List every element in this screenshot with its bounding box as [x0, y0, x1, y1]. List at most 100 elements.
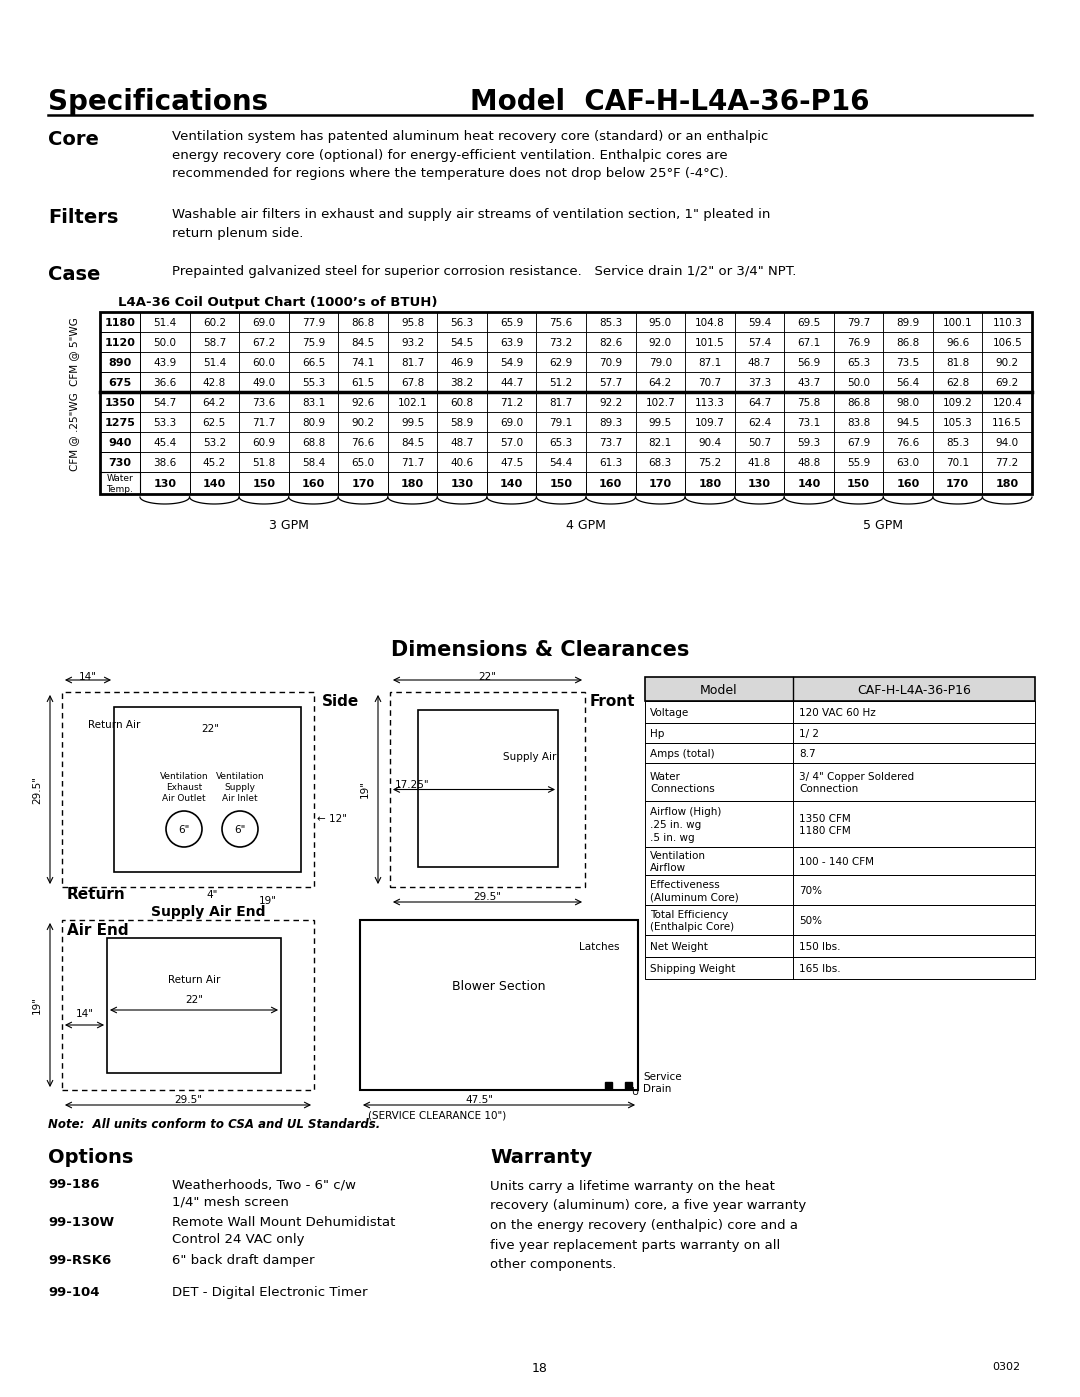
Bar — [338, 453, 388, 472]
Bar — [734, 432, 784, 453]
Bar — [685, 332, 734, 352]
Bar — [685, 312, 734, 332]
Text: DET - Digital Electronic Timer: DET - Digital Electronic Timer — [172, 1287, 367, 1299]
Bar — [288, 372, 338, 393]
Bar — [537, 432, 586, 453]
Text: Remote Wall Mount Dehumidistat
Control 24 VAC only: Remote Wall Mount Dehumidistat Control 2… — [172, 1215, 395, 1246]
Bar — [586, 312, 635, 332]
Bar — [537, 412, 586, 432]
Bar — [239, 453, 288, 472]
Text: 99-104: 99-104 — [48, 1287, 99, 1299]
Text: 83.8: 83.8 — [847, 418, 870, 427]
Bar — [983, 352, 1032, 372]
Text: 170: 170 — [649, 479, 672, 489]
Text: 65.3: 65.3 — [847, 358, 870, 367]
Text: 82.1: 82.1 — [649, 439, 672, 448]
Text: 75.6: 75.6 — [550, 319, 572, 328]
Text: Return Air: Return Air — [87, 719, 140, 731]
Text: 113.3: 113.3 — [694, 398, 725, 408]
Bar — [437, 352, 487, 372]
Text: Filters: Filters — [48, 208, 119, 226]
Bar — [645, 847, 1035, 875]
Text: ← 12": ← 12" — [318, 814, 347, 824]
Text: Washable air filters in exhaust and supply air streams of ventilation section, 1: Washable air filters in exhaust and supp… — [172, 208, 770, 239]
Bar — [190, 453, 239, 472]
Bar — [883, 432, 933, 453]
Text: 85.3: 85.3 — [946, 439, 969, 448]
Text: 58.7: 58.7 — [203, 338, 226, 348]
Bar — [190, 412, 239, 432]
Text: Return Air: Return Air — [167, 975, 220, 985]
Text: Supply Air: Supply Air — [503, 752, 556, 761]
Bar — [586, 472, 635, 495]
Text: 84.5: 84.5 — [351, 338, 375, 348]
Bar — [437, 332, 487, 352]
Text: 83.1: 83.1 — [301, 398, 325, 408]
Bar — [100, 412, 140, 432]
Text: 92.0: 92.0 — [649, 338, 672, 348]
Bar — [388, 453, 437, 472]
Bar — [883, 352, 933, 372]
Text: 51.4: 51.4 — [153, 319, 176, 328]
Text: 43.9: 43.9 — [153, 358, 176, 367]
Bar — [190, 312, 239, 332]
Text: U: U — [632, 1087, 638, 1097]
Bar — [338, 412, 388, 432]
Text: 29.5": 29.5" — [174, 1095, 202, 1105]
Bar — [933, 393, 983, 412]
Text: Specifications: Specifications — [48, 88, 268, 116]
Text: 110.3: 110.3 — [993, 319, 1022, 328]
Bar — [437, 393, 487, 412]
Bar — [140, 432, 190, 453]
Text: 67.2: 67.2 — [253, 338, 275, 348]
Text: Return: Return — [67, 887, 125, 902]
Text: 54.5: 54.5 — [450, 338, 474, 348]
Text: 150: 150 — [550, 479, 572, 489]
Bar — [883, 453, 933, 472]
Text: Effectiveness
(Aluminum Core): Effectiveness (Aluminum Core) — [650, 880, 739, 902]
Bar — [100, 312, 140, 332]
Bar — [883, 472, 933, 495]
Text: 6": 6" — [234, 826, 245, 835]
Bar — [437, 412, 487, 432]
Text: 59.3: 59.3 — [797, 439, 821, 448]
Text: 65.0: 65.0 — [351, 458, 375, 468]
Text: 6" back draft damper: 6" back draft damper — [172, 1255, 314, 1267]
Text: 42.8: 42.8 — [203, 379, 226, 388]
Bar — [834, 453, 883, 472]
Text: 89.3: 89.3 — [599, 418, 622, 427]
Text: 50.0: 50.0 — [153, 338, 176, 348]
Text: 5 GPM: 5 GPM — [863, 520, 903, 532]
Bar — [388, 332, 437, 352]
Bar — [834, 412, 883, 432]
Bar — [883, 372, 933, 393]
Bar — [883, 412, 933, 432]
Text: 79.1: 79.1 — [550, 418, 572, 427]
Bar — [784, 393, 834, 412]
Text: 58.9: 58.9 — [450, 418, 474, 427]
Bar — [685, 393, 734, 412]
Bar — [100, 393, 140, 412]
Bar — [288, 472, 338, 495]
Text: 22": 22" — [185, 995, 203, 1004]
Bar — [537, 352, 586, 372]
Bar — [983, 432, 1032, 453]
Text: 73.1: 73.1 — [797, 418, 821, 427]
Text: Service
Drain: Service Drain — [643, 1071, 681, 1094]
Text: 81.7: 81.7 — [550, 398, 572, 408]
Text: 8.7: 8.7 — [799, 749, 815, 759]
Text: 71.2: 71.2 — [500, 398, 524, 408]
Text: 14": 14" — [79, 672, 97, 682]
Bar — [487, 412, 537, 432]
Text: 54.4: 54.4 — [550, 458, 572, 468]
Text: 56.9: 56.9 — [797, 358, 821, 367]
Text: Shipping Weight: Shipping Weight — [650, 964, 735, 974]
Text: 68.8: 68.8 — [301, 439, 325, 448]
Bar — [635, 453, 685, 472]
Text: 94.5: 94.5 — [896, 418, 920, 427]
Text: 74.1: 74.1 — [351, 358, 375, 367]
Text: CFM @ .25"WG: CFM @ .25"WG — [69, 393, 79, 471]
Bar — [983, 332, 1032, 352]
Text: Options: Options — [48, 1148, 133, 1166]
Bar — [635, 352, 685, 372]
